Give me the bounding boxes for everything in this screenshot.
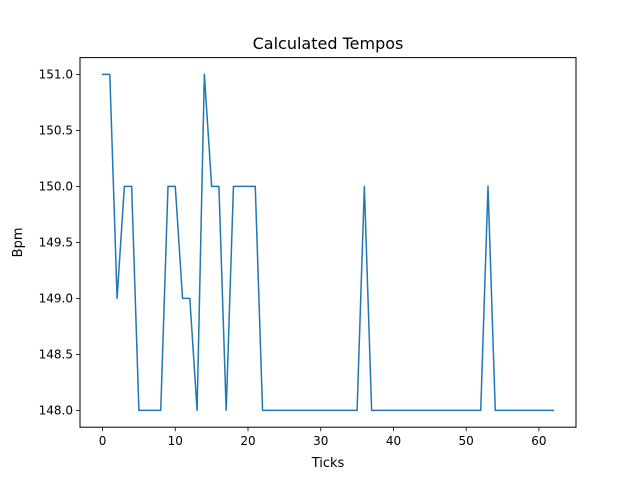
plot-area bbox=[80, 57, 576, 428]
x-tick-label: 30 bbox=[313, 434, 328, 448]
x-tick-label: 20 bbox=[240, 434, 255, 448]
chart-title: Calculated Tempos bbox=[253, 34, 404, 53]
y-tick-label: 151.0 bbox=[39, 67, 73, 81]
series-line bbox=[101, 73, 555, 412]
x-tick-label: 60 bbox=[531, 434, 546, 448]
y-tick-label: 149.5 bbox=[39, 235, 73, 249]
x-tick-label: 0 bbox=[99, 434, 107, 448]
x-axis-ticks: 0 10 20 30 40 50 60 bbox=[99, 427, 547, 448]
x-axis-label: Ticks bbox=[311, 456, 345, 471]
x-tick-label: 40 bbox=[386, 434, 401, 448]
y-tick-label: 149.0 bbox=[39, 291, 73, 305]
x-tick-label: 10 bbox=[168, 434, 183, 448]
y-axis-ticks: 148.0 148.5 149.0 149.5 150.0 150.5 151.0 bbox=[39, 67, 80, 417]
y-tick-label: 150.0 bbox=[39, 179, 73, 193]
x-tick-label: 50 bbox=[459, 434, 474, 448]
y-tick-label: 150.5 bbox=[39, 123, 73, 137]
series-layer bbox=[101, 73, 555, 412]
y-tick-label: 148.0 bbox=[39, 403, 73, 417]
y-axis-label: Bpm bbox=[11, 227, 26, 257]
y-tick-label: 148.5 bbox=[39, 347, 73, 361]
